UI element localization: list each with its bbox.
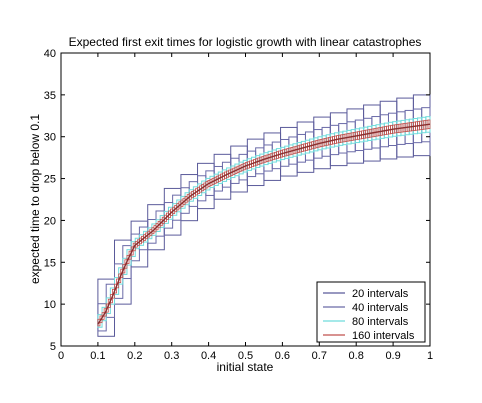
series-layer — [97, 94, 431, 337]
legend-label: 80 intervals — [352, 316, 409, 328]
series-box — [109, 294, 113, 304]
legend-label: 40 intervals — [352, 302, 409, 314]
x-tick-label: 0.1 — [90, 350, 105, 362]
x-tick-label: 0.4 — [201, 350, 216, 362]
y-tick-label: 25 — [44, 174, 56, 186]
central-curve — [97, 123, 431, 325]
x-tick-label: 0.3 — [164, 350, 179, 362]
x-tick-label: 0.6 — [275, 350, 290, 362]
y-tick-label: 30 — [44, 132, 56, 144]
legend-box — [316, 281, 426, 343]
series-box — [112, 288, 115, 299]
x-tick-label: 0.5 — [238, 350, 253, 362]
x-tick-label: 0 — [58, 350, 64, 362]
x-tick-label: 1 — [427, 350, 433, 362]
x-ticks: 0 0.1 0.2 0.3 0.4 0.5 0.6 0.7 0.8 0.9 1 — [58, 53, 433, 362]
legend-label: 20 intervals — [352, 288, 409, 300]
series-box — [116, 278, 120, 289]
legend-items: 20 intervals 40 intervals 80 intervals 160 … — [323, 288, 415, 342]
series-box — [122, 264, 126, 274]
legend: 20 intervals 40 intervals 80 intervals 160 … — [316, 281, 426, 343]
series-box — [107, 298, 111, 308]
chart-title: Expected first exit times for logistic g… — [69, 35, 422, 49]
y-tick-label: 15 — [44, 257, 56, 269]
series-box — [105, 303, 109, 313]
series-box — [114, 283, 117, 294]
x-axis-label: initial state — [217, 360, 274, 374]
x-tick-label: 0.2 — [127, 350, 142, 362]
x-tick-label: 0.7 — [312, 350, 327, 362]
legend-label: 160 intervals — [352, 330, 415, 342]
x-tick-label: 0.9 — [385, 350, 400, 362]
y-axis-label: expected time to drop below 0.1 — [28, 114, 42, 284]
series-box — [118, 273, 122, 284]
series-box — [120, 268, 124, 279]
y-ticks: 5 10 15 20 25 30 35 40 — [44, 48, 430, 353]
y-tick-label: 40 — [44, 48, 56, 60]
y-tick-label: 10 — [44, 299, 56, 311]
y-tick-label: 35 — [44, 90, 56, 102]
x-tick-label: 0.8 — [349, 350, 364, 362]
y-tick-label: 5 — [50, 341, 56, 353]
series-box — [124, 259, 128, 269]
y-tick-label: 20 — [44, 215, 56, 227]
